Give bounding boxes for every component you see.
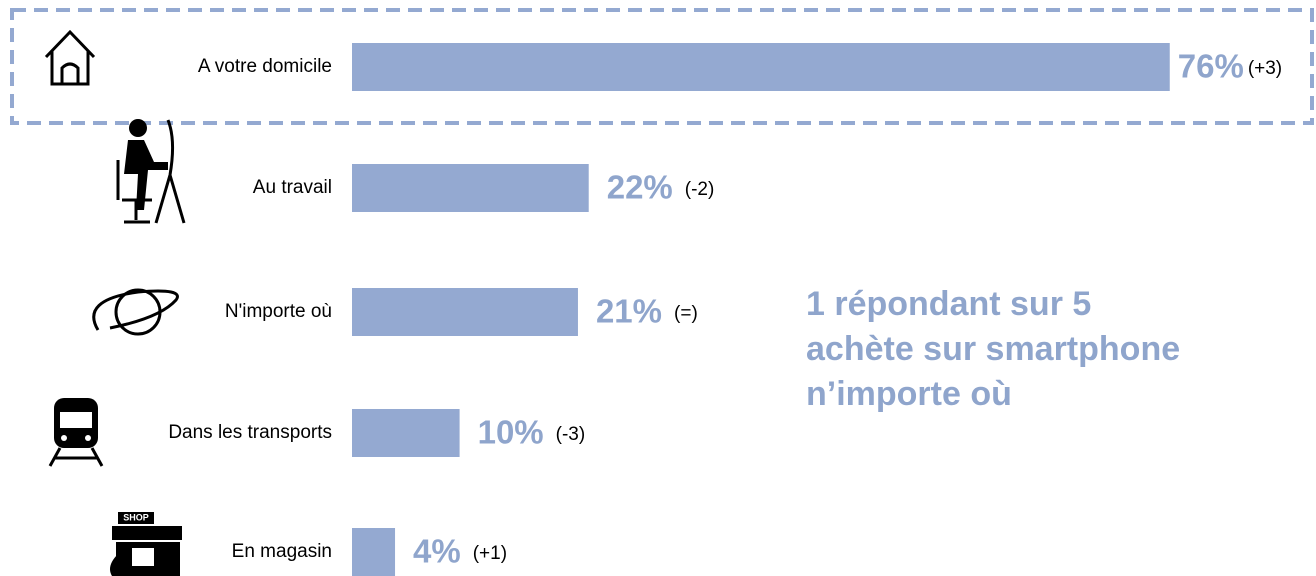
category-label: En magasin [232,541,332,562]
value-label: 4% [413,533,461,570]
icon-globe [92,288,179,336]
value-label: 21% [596,293,662,330]
bar [352,528,396,576]
change-label: (=) [674,303,698,324]
category-label: A votre domicile [198,56,332,77]
annotation-line: 1 répondant sur 5 [806,285,1091,323]
annotation-line: n’importe où [806,375,1012,413]
value-label: 10% [478,414,544,451]
value-label: 76% [1178,48,1244,85]
bar [352,409,460,457]
icon-home [44,29,96,86]
category-label: N'importe où [225,301,332,322]
annotation-line: achète sur smartphone [806,330,1180,368]
bar [352,43,1170,91]
value-label: 22% [607,169,673,206]
icon-shop: SHOP [110,512,182,576]
change-label: (+1) [473,543,507,564]
bar [352,288,578,336]
category-label: Au travail [253,177,332,198]
bar [352,164,589,212]
svg-text:SHOP: SHOP [123,512,149,522]
highlight-box [10,8,1314,125]
category-label: Dans les transports [168,422,332,443]
icon-work [116,119,186,224]
icon-train [48,398,104,467]
change-label: (+3) [1248,58,1282,79]
change-label: (-3) [556,424,586,445]
change-label: (-2) [685,179,715,200]
